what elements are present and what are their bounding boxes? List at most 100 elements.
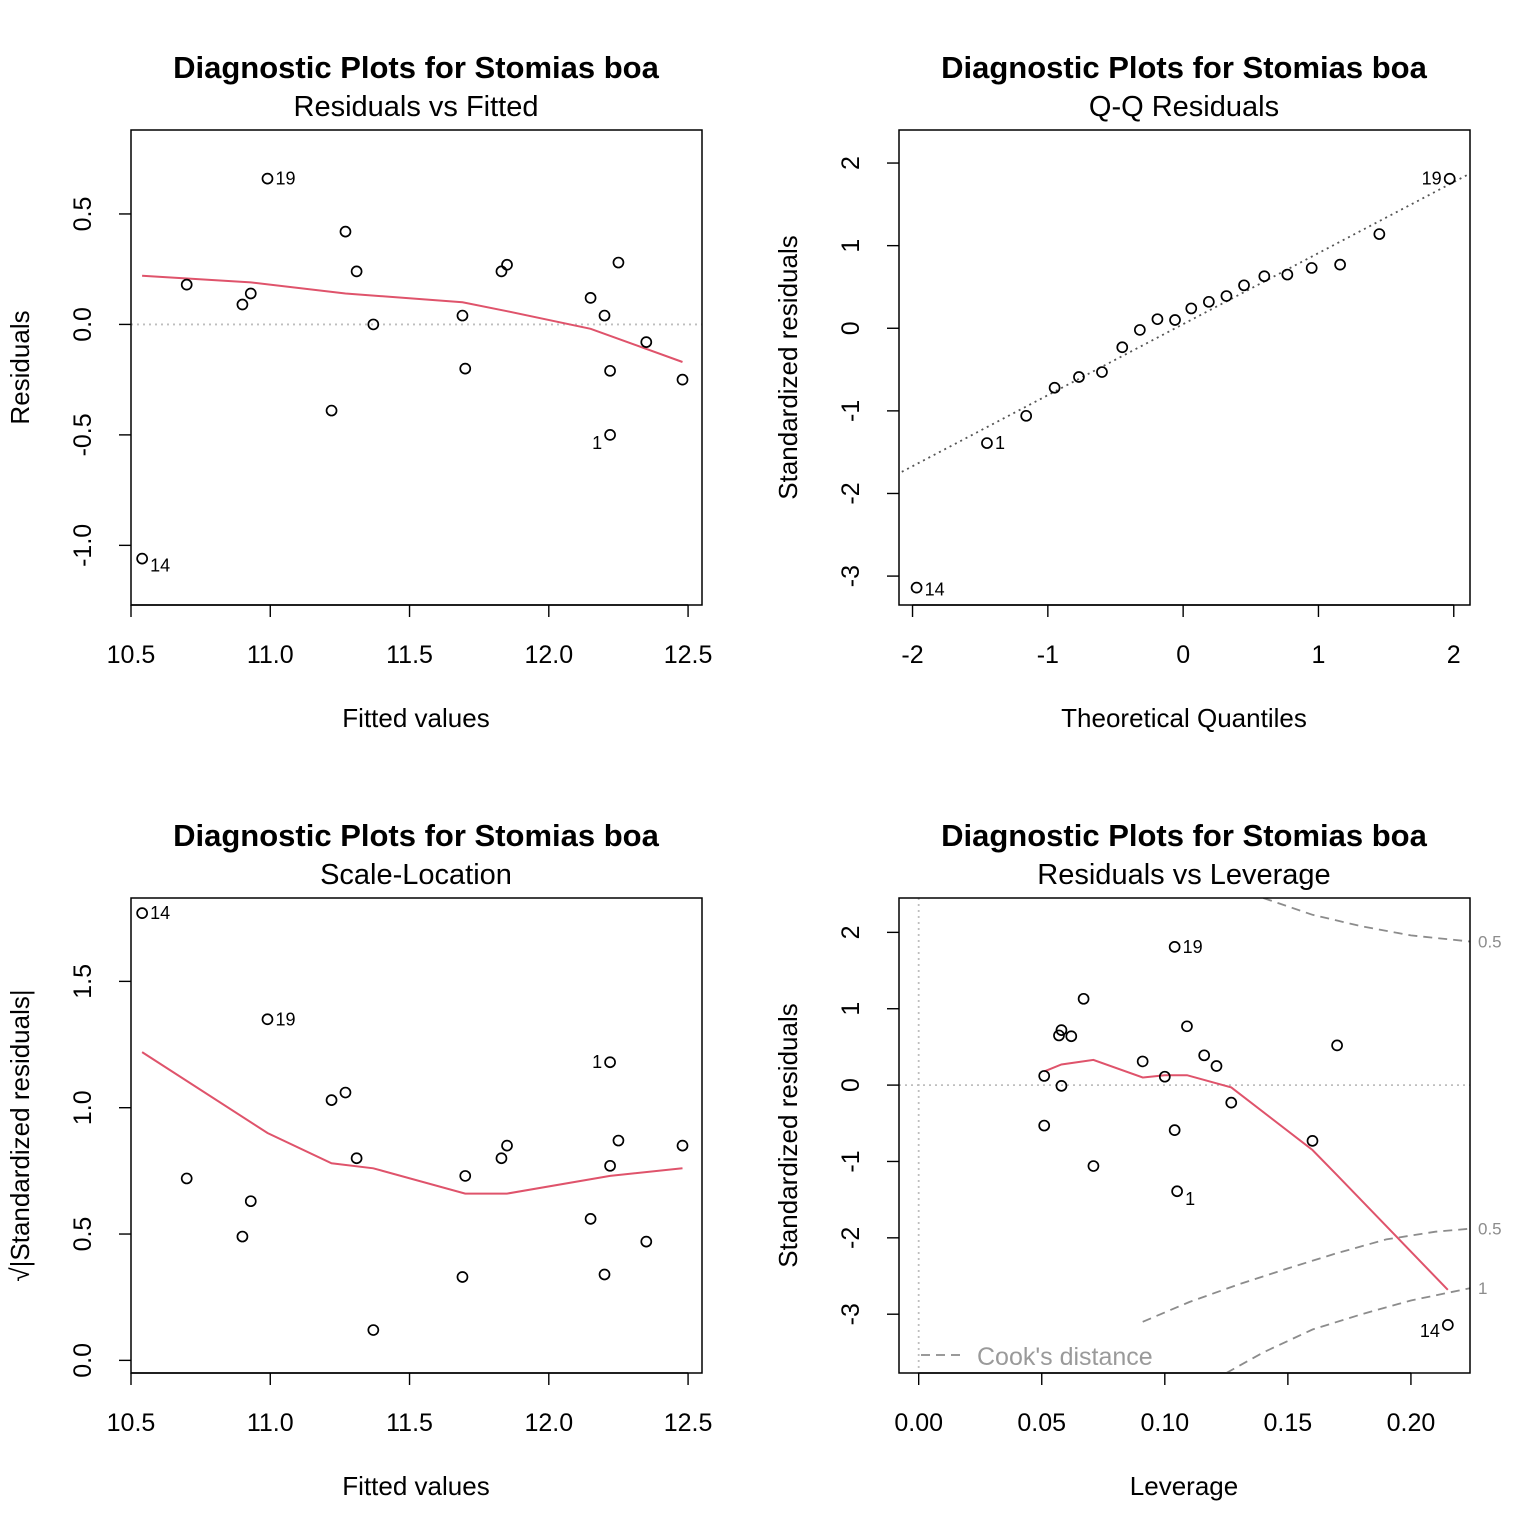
y-tick-label: -1: [837, 1150, 865, 1172]
point-label: 19: [1183, 937, 1203, 957]
plot-frame: [898, 897, 1471, 1374]
x-tick-label: 12.0: [524, 641, 573, 669]
plot-frame: [130, 129, 703, 606]
data-point: [640, 336, 653, 348]
panel-title: Diagnostic Plots for Stomias boa: [941, 50, 1427, 85]
x-tick-label: 12.0: [524, 1409, 573, 1437]
data-point: [1158, 1070, 1171, 1083]
x-tick-label: 11.5: [386, 1409, 433, 1437]
qq-reference-line: [899, 172, 1470, 475]
cooks-distance-contour: [1225, 1287, 1470, 1373]
data-point: [1443, 172, 1456, 185]
data-point: [339, 225, 352, 238]
panel-1: Diagnostic Plots for Stomias boa Residual…: [5, 50, 712, 733]
data-points: [136, 172, 689, 565]
data-point: [1077, 992, 1090, 1005]
data-point: [180, 278, 193, 291]
data-point: [367, 1324, 380, 1336]
data-point: [584, 1213, 597, 1225]
x-tick-label: 2: [1447, 641, 1461, 669]
y-tick-label: -2: [837, 1227, 865, 1249]
data-point: [676, 373, 689, 386]
y-tick-label: 1: [837, 239, 865, 253]
x-tick-label: 1: [1312, 641, 1326, 669]
x-axis-label: Theoretical Quantiles: [1061, 703, 1307, 733]
y-tick-label: -2: [837, 482, 865, 504]
x-axis-label: Fitted values: [342, 703, 489, 733]
data-point: [1373, 228, 1386, 240]
panel-title: Diagnostic Plots for Stomias boa: [173, 818, 659, 853]
data-point: [339, 1086, 352, 1099]
data-point: [456, 309, 469, 322]
y-tick-label: -3: [837, 1303, 865, 1325]
data-point: [1441, 1319, 1454, 1331]
y-axis: -3 -2 -1 0 1 2: [837, 925, 899, 1325]
data-point: [459, 362, 472, 375]
panel-subtitle: Residuals vs Leverage: [1037, 859, 1330, 891]
cooks-contour-label: 1: [1478, 1279, 1487, 1298]
x-axis: -2 -1 0 1 2: [901, 604, 1461, 669]
plot-frame: [898, 129, 1471, 606]
data-point: [1238, 279, 1250, 292]
y-tick-label: 0.0: [69, 1343, 97, 1378]
data-point: [1281, 268, 1294, 281]
x-axis-label: Leverage: [1130, 1471, 1238, 1501]
data-point: [1185, 302, 1198, 315]
data-point: [495, 265, 508, 278]
data-point: [676, 1139, 689, 1152]
data-point: [501, 258, 513, 271]
panel-4: Diagnostic Plots for Stomias boa Residual…: [773, 818, 1502, 1501]
plot-frame: [130, 897, 703, 1374]
point-label: 14: [925, 580, 945, 600]
x-axis-label: Fitted values: [342, 1471, 489, 1501]
panel-title: Diagnostic Plots for Stomias boa: [941, 818, 1427, 853]
panel-2: Diagnostic Plots for Stomias boa Q-Q Resi…: [773, 50, 1471, 733]
y-axis: 0.0 0.5 1.0 1.5: [69, 964, 131, 1378]
data-point: [236, 1230, 249, 1243]
x-tick-label: 11.0: [247, 1409, 294, 1437]
y-axis-label: Standardized residuals: [773, 1003, 803, 1268]
y-tick-label: 0: [837, 321, 865, 335]
point-label: 14: [150, 556, 170, 576]
data-point: [180, 1172, 193, 1185]
data-point: [350, 265, 363, 278]
data-point: [1048, 381, 1061, 394]
x-tick-label: 0.10: [1140, 1409, 1189, 1437]
x-tick-label: 12.5: [664, 641, 713, 669]
data-point: [1331, 1039, 1343, 1052]
point-label: 1: [592, 1052, 602, 1072]
y-tick-label: 0: [837, 1078, 865, 1092]
y-axis-label: Residuals: [5, 310, 35, 424]
data-point: [1258, 270, 1271, 283]
y-axis-label: Standardized residuals: [773, 235, 803, 500]
x-tick-label: 0.20: [1387, 1409, 1436, 1437]
data-point: [1151, 313, 1164, 326]
y-tick-label: 1.5: [69, 964, 97, 999]
point-label: 1: [592, 433, 602, 453]
x-tick-label: 11.5: [386, 641, 433, 669]
data-point: [325, 404, 338, 417]
point-label: 1: [995, 433, 1005, 453]
data-point: [1065, 1030, 1078, 1043]
cooks-contour-label: 0.5: [1478, 933, 1502, 952]
point-label: 19: [275, 1009, 295, 1029]
y-tick-label: -3: [837, 565, 865, 587]
y-tick-label: 0.0: [69, 307, 97, 342]
point-label: 1: [1185, 1189, 1195, 1209]
legend-text: Cook's distance: [977, 1343, 1153, 1371]
data-point: [910, 581, 923, 594]
y-axis: -1.0 -0.5 0.0 0.5: [69, 197, 131, 567]
data-point: [1220, 290, 1233, 302]
smooth-line: [141, 1051, 683, 1195]
data-points: [910, 172, 1456, 594]
y-tick-label: -0.5: [69, 413, 97, 456]
data-point: [495, 1152, 508, 1165]
cooks-distance-contour: [1142, 1227, 1470, 1323]
data-point: [456, 1271, 469, 1283]
data-point: [612, 256, 625, 269]
y-axis: -3 -2 -1 0 1 2: [837, 156, 899, 587]
panel-title: Diagnostic Plots for Stomias boa: [173, 50, 659, 85]
y-tick-label: -1.0: [69, 524, 97, 567]
data-point: [1087, 1160, 1100, 1172]
